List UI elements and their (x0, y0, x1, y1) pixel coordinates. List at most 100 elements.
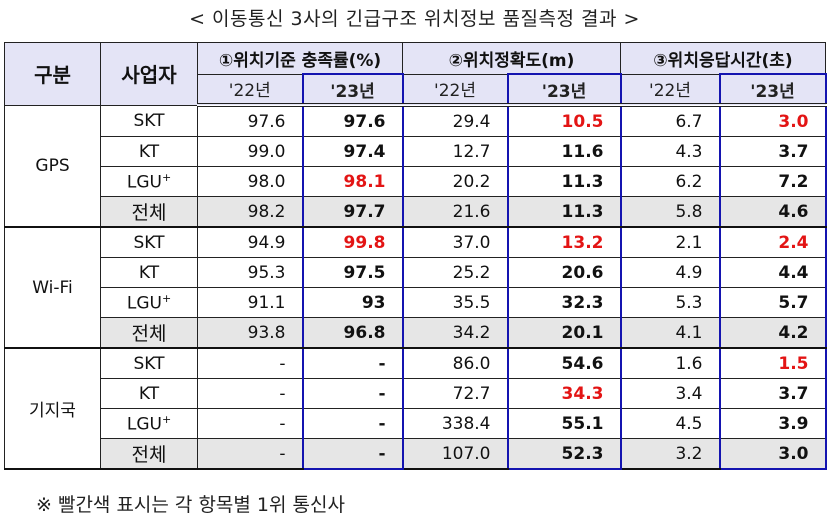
header-year-2022: '22년 (402, 73, 508, 107)
header-carrier: 사업자 (100, 42, 198, 106)
group-label: GPS (4, 104, 101, 228)
value-2022: - (197, 347, 303, 379)
carrier-name: KT (138, 141, 160, 162)
carrier-cell: LGU+ (100, 287, 198, 318)
carrier-cell: KT (100, 257, 198, 288)
carrier-name: LGU (126, 414, 162, 435)
header-year-2023: '23년 (718, 73, 827, 107)
header-metric-fulfillment: ①위치기준 충족률(%) (197, 42, 403, 75)
value-2022: 29.4 (402, 104, 508, 137)
value-2022: 25.2 (402, 257, 508, 288)
value-2023: 3.7 (718, 136, 827, 167)
table-row: LGU+ - -338.4 55.1 4.5 3.9 (5, 408, 827, 439)
value-2022: 91.1 (197, 287, 303, 318)
value-2023: 10.5 (506, 104, 622, 137)
group-label: Wi-Fi (4, 226, 101, 349)
value-2023: 3.0 (718, 438, 827, 470)
value-2022: - (197, 408, 303, 439)
value-2023: - (301, 347, 404, 379)
carrier-name: 전체 (131, 323, 167, 345)
value-2022: 6.7 (620, 104, 720, 137)
value-2023: - (301, 408, 404, 439)
value-2023: 5.7 (718, 287, 827, 318)
value-2023: 3.9 (718, 408, 827, 439)
header-year-2022: '22년 (197, 73, 303, 107)
header-category: 구분 (4, 42, 101, 106)
quality-results-table: 구분 사업자 ①위치기준 충족률(%) ②위치정확도(m) ③위치응답시간(초)… (4, 42, 827, 470)
header-metric-response-time: ③위치응답시간(초) (620, 42, 826, 75)
carrier-name: 전체 (131, 444, 167, 466)
value-2022: 3.2 (620, 438, 720, 470)
value-2023: 20.1 (506, 317, 622, 349)
value-2022: 97.6 (197, 104, 303, 137)
table-row: LGU+ 98.0 98.1 20.2 11.3 6.2 7.2 (5, 166, 827, 197)
value-2023: - (301, 378, 404, 409)
table-row: KT 95.3 97.5 25.2 20.6 4.9 4.4 (5, 257, 827, 288)
header-year-2023: '23년 (301, 73, 404, 107)
value-2023: 97.5 (301, 257, 404, 288)
carrier-cell: KT (100, 378, 198, 409)
value-2023: 1.5 (718, 347, 827, 379)
value-2023: 52.3 (506, 438, 622, 470)
value-2022: 95.3 (197, 257, 303, 288)
table-title: < 이동통신 3사의 긴급구조 위치정보 품질측정 결과 > (189, 8, 640, 30)
value-2022: 107.0 (402, 438, 508, 470)
carrier-superscript: + (161, 412, 172, 426)
value-2022: 2.1 (620, 226, 720, 258)
value-2022: 4.5 (620, 408, 720, 439)
value-2023: 11.3 (506, 166, 622, 197)
value-2022: 35.5 (402, 287, 508, 318)
value-2022: 5.3 (620, 287, 720, 318)
value-2022: 4.9 (620, 257, 720, 288)
header-metric-accuracy: ②위치정확도(m) (402, 42, 621, 75)
carrier-superscript: + (161, 170, 172, 184)
table-row: 전체 - -107.0 52.3 3.2 3.0 (5, 438, 827, 470)
value-2023: 13.2 (506, 226, 622, 258)
value-2023: 7.2 (718, 166, 827, 197)
value-2023: 11.3 (506, 196, 622, 228)
carrier-cell: SKT (100, 104, 198, 137)
footnote: ※ 빨간색 표시는 각 항목별 1위 통신사 (36, 494, 345, 516)
table-row: Wi-Fi SKT 94.9 99.8 37.0 13.2 2.1 2.4 (4, 226, 827, 349)
value-2022: 86.0 (402, 347, 508, 379)
carrier-name: SKT (133, 353, 165, 374)
value-2023: 97.7 (301, 196, 404, 228)
carrier-name: LGU (126, 293, 162, 314)
value-2023: 3.7 (718, 378, 827, 409)
table-row: 전체 93.8 96.8 34.2 20.1 4.1 4.2 (5, 317, 827, 349)
carrier-cell: 전체 (100, 317, 198, 349)
carrier-name: SKT (133, 232, 165, 253)
value-2023: 4.4 (718, 257, 827, 288)
table-row: 전체 98.2 97.7 21.6 11.3 5.8 4.6 (5, 196, 827, 228)
value-2023: 54.6 (506, 347, 622, 379)
value-2023: - (301, 438, 404, 470)
value-2022: 98.2 (197, 196, 303, 228)
value-2023: 97.4 (301, 136, 404, 167)
carrier-superscript: + (161, 291, 172, 305)
table-row: 기지국 SKT - -86.0 54.6 1.6 1.5 (4, 347, 827, 470)
value-2023: 4.2 (718, 317, 827, 349)
value-2022: 37.0 (402, 226, 508, 258)
carrier-name: KT (138, 262, 160, 283)
value-2023: 96.8 (301, 317, 404, 349)
carrier-cell: 전체 (100, 438, 198, 470)
table-row: KT 99.0 97.4 12.7 11.6 4.3 3.7 (5, 136, 827, 167)
value-2022: - (197, 378, 303, 409)
value-2023: 3.0 (718, 104, 827, 137)
value-2022: 99.0 (197, 136, 303, 167)
value-2023: 97.6 (301, 104, 404, 137)
carrier-cell: LGU+ (100, 166, 198, 197)
carrier-cell: LGU+ (100, 408, 198, 439)
value-2022: 94.9 (197, 226, 303, 258)
table-body: GPS SKT 97.6 97.6 29.4 10.5 6.7 3.0 KT 99.0 97.4 12… (4, 104, 827, 470)
value-2023: 93 (301, 287, 404, 318)
carrier-name: 전체 (131, 202, 167, 224)
value-2023: 98.1 (301, 166, 404, 197)
value-2022: 72.7 (402, 378, 508, 409)
carrier-cell: SKT (100, 347, 198, 379)
value-2022: 3.4 (620, 378, 720, 409)
value-2022: 4.3 (620, 136, 720, 167)
table-row: LGU+ 91.1 93 35.5 32.3 5.3 5.7 (5, 287, 827, 318)
value-2023: 32.3 (506, 287, 622, 318)
value-2022: 5.8 (620, 196, 720, 228)
